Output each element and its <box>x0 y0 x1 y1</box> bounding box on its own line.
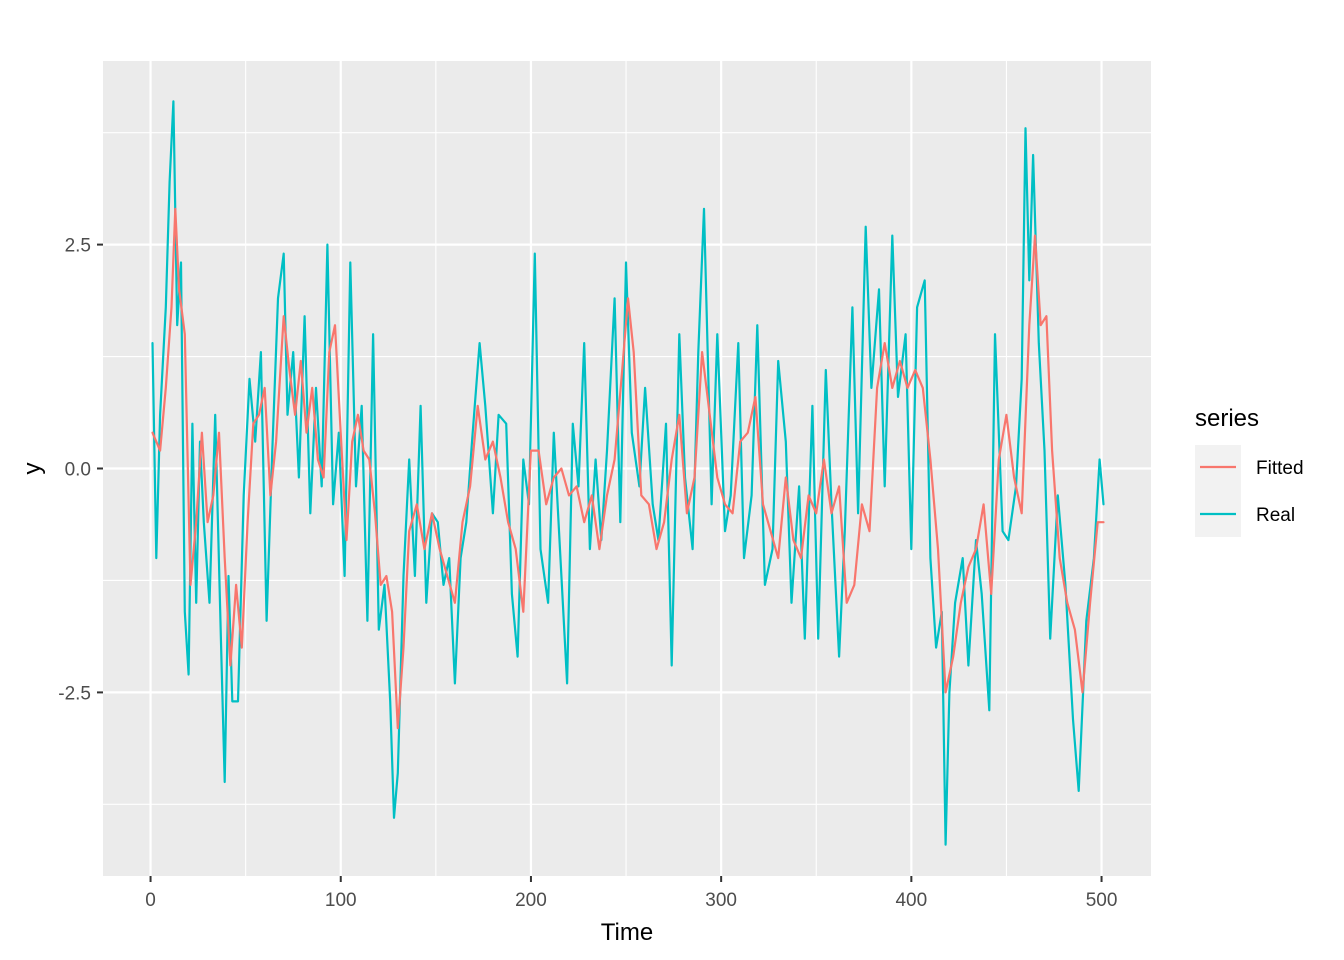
x-axis-title: Time <box>601 919 653 946</box>
legend-key-background <box>1195 445 1241 537</box>
legend-items: Fitted Real <box>1195 445 1304 537</box>
x-tick-label: 300 <box>705 890 737 911</box>
legend-title: series <box>1195 405 1259 432</box>
y-tick-label: 2.5 <box>65 236 91 257</box>
x-axis: 0 100 200 300 400 500 <box>145 876 1117 911</box>
y-tick-label: 0.0 <box>65 460 91 481</box>
y-axis: -2.5 0.0 2.5 <box>58 236 103 704</box>
series-line-fitted <box>151 207 1105 730</box>
y-axis-title: y <box>19 463 46 475</box>
x-tick-label: 100 <box>325 890 357 911</box>
x-tick-label: 0 <box>145 890 156 911</box>
legend-label-fitted: Fitted <box>1256 458 1304 479</box>
minor-gridlines <box>103 61 1151 876</box>
y-tick-label: -2.5 <box>58 683 91 704</box>
x-tick-label: 200 <box>515 890 547 911</box>
series-lines <box>151 100 1105 846</box>
legend: series Fitted Real <box>1195 405 1304 537</box>
legend-label-real: Real <box>1256 505 1295 526</box>
x-tick-label: 500 <box>1086 890 1118 911</box>
x-tick-label: 400 <box>895 890 927 911</box>
